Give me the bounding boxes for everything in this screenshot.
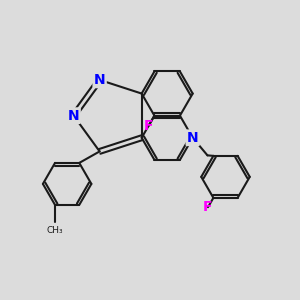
Text: F: F [143, 119, 153, 133]
Text: CH₃: CH₃ [47, 226, 63, 235]
Text: F: F [203, 200, 213, 214]
Text: N: N [187, 131, 199, 145]
Text: N: N [94, 73, 105, 87]
Text: N: N [68, 109, 80, 123]
